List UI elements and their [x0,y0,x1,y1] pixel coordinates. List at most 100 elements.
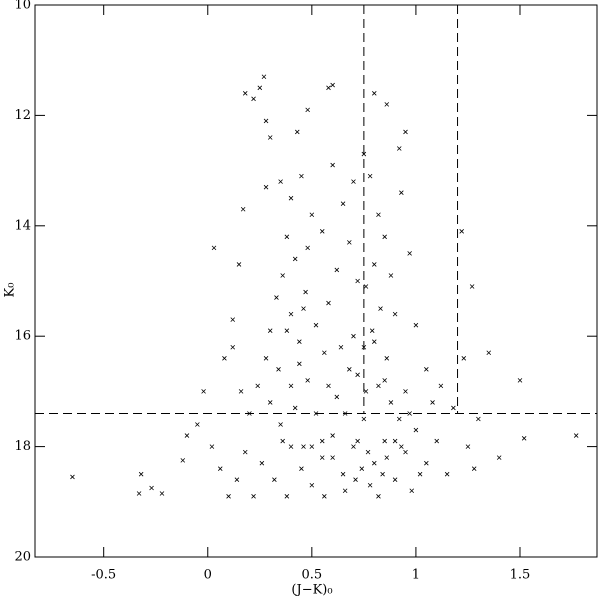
point [292,256,298,262]
point [280,273,285,278]
point [330,162,335,168]
point [384,355,390,361]
point [326,383,331,389]
point [424,460,429,466]
point [184,433,190,438]
y-tick-label: 14 [14,218,31,233]
x-tick-label: 0.5 [301,568,322,583]
point [396,146,402,151]
point [451,405,456,411]
point [242,91,248,96]
point [272,477,277,483]
point [251,96,256,102]
y-tick-label: 20 [14,550,31,565]
point [278,179,283,184]
point [261,74,267,80]
point [294,129,300,135]
point [195,422,200,427]
point [363,389,369,394]
point [297,361,302,367]
point [313,322,319,328]
point [376,383,381,389]
y-tick-label: 10 [14,0,31,13]
point [247,411,252,416]
point [399,444,404,449]
point [353,477,358,483]
point [371,91,377,96]
point [413,322,419,328]
point [403,129,408,135]
point [476,416,481,422]
point [517,378,523,383]
point [361,416,367,422]
x-tick-label: -0.5 [91,568,116,583]
y-axis-label: K₀ [3,283,18,298]
point [367,482,373,488]
point [322,493,327,499]
point [303,289,308,295]
point [226,493,231,499]
y-tick-label: 16 [14,329,31,344]
point [242,449,248,455]
point [496,455,502,460]
point [326,300,331,306]
point [201,389,206,394]
point [461,355,467,361]
point [299,466,304,471]
point [363,284,369,289]
point [407,411,412,416]
point [384,455,390,460]
point [238,389,244,394]
point [361,344,367,350]
y-tick-label: 18 [14,439,31,454]
point [257,85,263,91]
point [330,82,335,88]
point [459,229,464,234]
point [351,333,356,339]
point [236,262,242,267]
point [240,206,246,212]
point [382,378,387,383]
point [376,212,381,218]
point [424,367,429,372]
point [326,85,331,91]
point [355,438,360,444]
point [263,184,269,190]
point [305,378,310,383]
point [234,477,240,483]
point [209,444,215,449]
point [444,471,450,477]
point [403,449,408,455]
point [211,245,217,251]
point [399,190,404,195]
point [351,444,356,449]
point [180,458,186,463]
point [376,493,381,499]
point [355,278,360,284]
point [159,491,165,496]
point [230,344,236,350]
point [284,493,290,499]
point [371,339,377,345]
point [486,350,492,356]
point [367,173,373,179]
point [382,234,387,240]
point [309,212,315,218]
point [313,411,319,416]
point [380,471,385,477]
point [263,118,269,124]
x-axis-label: (J−K)₀ [291,583,332,598]
point [407,251,412,256]
point [342,411,348,416]
point [217,466,223,471]
point [417,471,423,477]
point [347,240,352,245]
point [267,400,273,405]
point [388,400,394,405]
point [230,317,236,322]
point [378,306,383,311]
point [351,179,356,184]
point [297,339,302,345]
y-tick-label: 12 [14,108,31,123]
point [409,488,415,494]
